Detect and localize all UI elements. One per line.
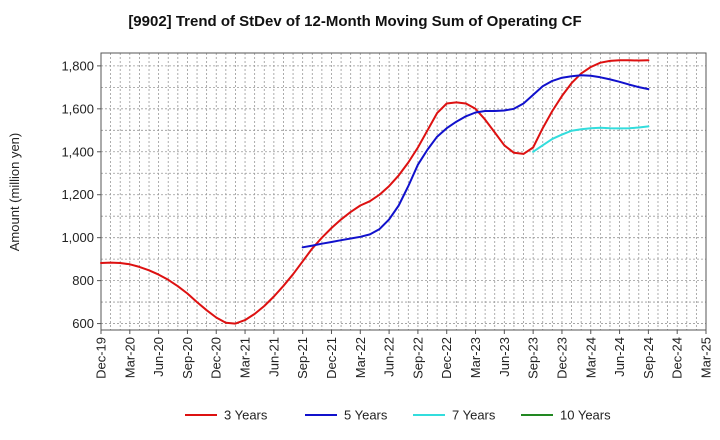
x-tick-label: Mar-22 [353,337,368,378]
legend-label: 5 Years [344,408,388,423]
chart-title: [9902] Trend of StDev of 12-Month Moving… [128,13,581,30]
series-line-5-years [301,74,650,249]
x-tick-label: Sep-21 [295,337,310,379]
legend: 3 Years 5 Years 7 Years 10 Years [185,408,611,423]
x-tick-label: Mar-23 [468,337,483,378]
y-tick-label: 800 [72,273,94,288]
legend-item-3-years: 3 Years [185,408,268,423]
x-axis-ticks: Dec-19 Mar-20 Jun-20 Sep-20 Dec-20 Mar-21 Jun-… [94,330,714,379]
x-tick-label: Sep-24 [641,337,656,379]
x-tick-label: Jun-21 [266,337,281,377]
x-tick-label: Mar-24 [583,337,598,378]
y-tick-label: 600 [72,316,94,331]
x-tick-label: Mar-20 [122,337,137,378]
grid [100,53,707,330]
legend-item-7-years: 7 Years [413,408,496,423]
y-axis-label: Amount (million yen) [7,133,22,252]
x-tick-label: Jun-20 [151,337,166,377]
plot-frame [100,52,707,331]
series-lines [100,59,650,325]
y-tick-label: 1,800 [61,58,94,73]
y-tick-label: 1,600 [61,101,94,116]
x-tick-label: Jun-22 [382,337,397,377]
y-tick-label: 1,400 [61,144,94,159]
y-tick-label: 1,000 [61,230,94,245]
x-tick-label: Sep-23 [526,337,541,379]
x-tick-label: Mar-21 [238,337,253,378]
y-tick-label: 1,200 [61,187,94,202]
x-tick-label: Jun-24 [612,337,627,377]
legend-item-10-years: 10 Years [521,408,611,423]
x-tick-label: Dec-21 [324,337,339,379]
legend-label: 3 Years [224,408,268,423]
series-line-7-years [532,125,650,153]
x-tick-label: Mar-25 [699,337,714,378]
x-tick-label: Dec-22 [439,337,454,379]
series-line-3-years [100,59,650,325]
x-tick-label: Dec-24 [670,337,685,379]
legend-label: 7 Years [452,408,496,423]
y-axis-ticks: 600 800 1,000 1,200 1,400 1,600 1,800 [61,58,101,331]
x-tick-label: Sep-22 [410,337,425,379]
x-tick-label: Dec-23 [554,337,569,379]
x-tick-label: Sep-20 [180,337,195,379]
x-tick-label: Dec-20 [209,337,224,379]
legend-label: 10 Years [560,408,611,423]
x-tick-label: Jun-23 [497,337,512,377]
x-tick-label: Dec-19 [94,337,109,379]
legend-item-5-years: 5 Years [305,408,388,423]
